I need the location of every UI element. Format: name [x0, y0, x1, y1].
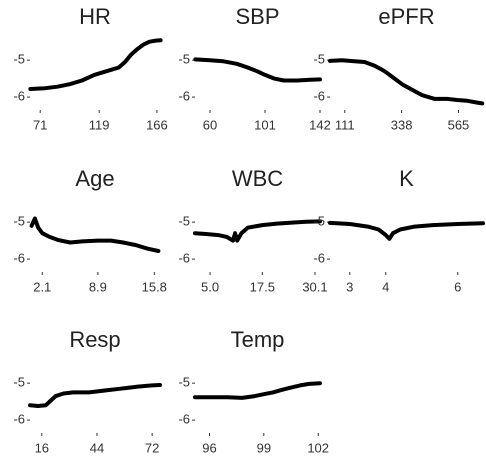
panel-title: HR — [79, 4, 111, 29]
y-tick-label: -6 — [13, 412, 25, 427]
x-tick-label: 3 — [346, 279, 353, 294]
panel-title: K — [399, 166, 414, 191]
x-tick-label: 8.9 — [89, 279, 107, 294]
y-tick-label: -6 — [13, 251, 25, 266]
y-tick-label: -6 — [178, 412, 190, 427]
x-tick-label: 111 — [335, 117, 355, 132]
x-tick-label: 5.0 — [201, 279, 219, 294]
line — [29, 216, 161, 253]
x-tick-label: 2.1 — [33, 279, 51, 294]
x-tick-label: 565 — [448, 117, 470, 132]
x-tick-label: 101 — [254, 117, 276, 132]
panel-title: SBP — [235, 4, 279, 29]
x-tick-label: 96 — [202, 440, 216, 455]
x-tick-label: 44 — [90, 440, 104, 455]
y-tick-label: -5 — [313, 52, 325, 67]
line — [328, 58, 485, 106]
y-tick-label: -5 — [178, 52, 190, 67]
y-tick-label: -6 — [313, 89, 325, 104]
y-tick-label: -6 — [178, 89, 190, 104]
x-tick-label: 338 — [391, 117, 413, 132]
x-tick-label: 15.8 — [142, 279, 167, 294]
x-tick-label: 30.1 — [302, 279, 327, 294]
x-tick-label: 99 — [257, 440, 271, 455]
line — [193, 57, 322, 83]
y-tick-label: -5 — [13, 214, 25, 229]
x-tick-label: 60 — [203, 117, 217, 132]
x-tick-label: 71 — [33, 117, 47, 132]
panel-title: ePFR — [378, 4, 434, 29]
panel-title: Age — [75, 166, 114, 191]
x-tick-label: 166 — [146, 117, 168, 132]
y-tick-label: -6 — [178, 251, 190, 266]
y-tick-label: -6 — [13, 89, 25, 104]
y-tick-label: -5 — [178, 375, 190, 390]
x-tick-label: 4 — [382, 279, 389, 294]
x-tick-label: 119 — [89, 117, 110, 132]
y-tick-label: -6 — [313, 251, 325, 266]
line — [193, 219, 322, 243]
line — [28, 383, 162, 408]
y-tick-label: -5 — [13, 52, 25, 67]
panel-title: WBC — [232, 166, 283, 191]
x-tick-label: 142 — [309, 117, 331, 132]
line — [328, 220, 485, 241]
x-tick-label: 6 — [454, 279, 461, 294]
y-tick-label: -5 — [178, 214, 190, 229]
y-tick-label: -5 — [13, 375, 25, 390]
panel-title: Temp — [231, 327, 285, 352]
x-tick-label: 102 — [307, 440, 329, 455]
x-tick-label: 72 — [145, 440, 159, 455]
x-tick-label: 16 — [35, 440, 49, 455]
line — [193, 381, 322, 400]
x-tick-label: 17.5 — [250, 279, 275, 294]
line — [28, 38, 163, 91]
y-tick-label: -5 — [313, 214, 325, 229]
panel-title: Resp — [69, 327, 120, 352]
